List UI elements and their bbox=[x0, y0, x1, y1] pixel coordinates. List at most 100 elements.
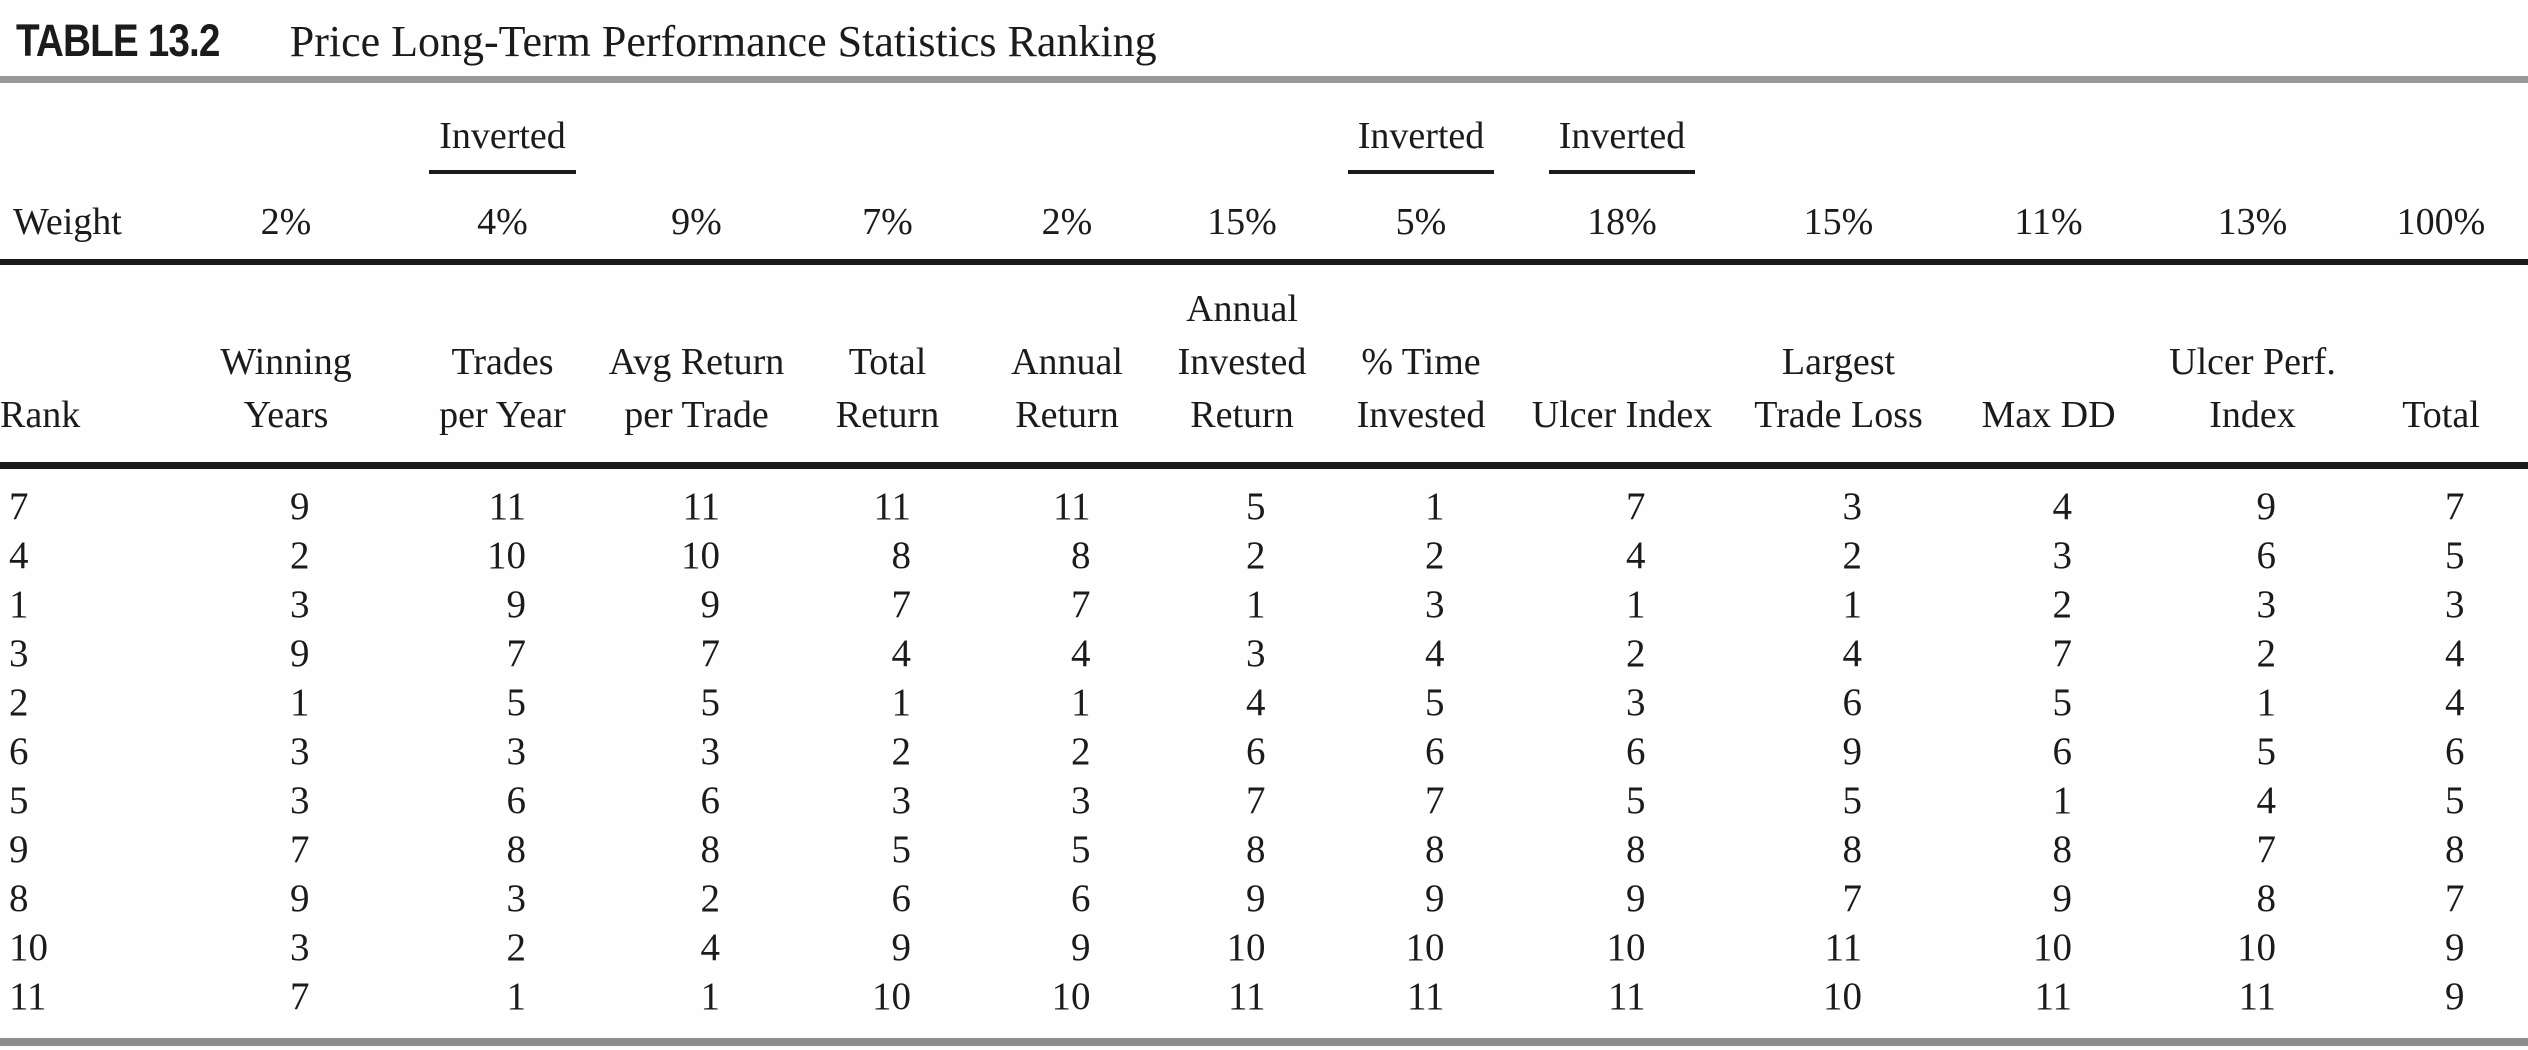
value-cell: 3 bbox=[164, 923, 408, 972]
rank-cell: 4 bbox=[9, 534, 29, 577]
value-cell: 10 bbox=[979, 972, 1155, 1021]
weight-cell: 2% bbox=[164, 174, 408, 265]
value-cell: 7 bbox=[1731, 874, 1946, 923]
value-cell: 1 bbox=[1513, 580, 1731, 629]
value-cell: 6 bbox=[2151, 531, 2354, 580]
column-header: Trades per Year bbox=[408, 262, 597, 469]
value-cell: 11 bbox=[1946, 972, 2151, 1021]
value-cell: 7 bbox=[1946, 629, 2151, 678]
value-cell: 5 bbox=[408, 678, 597, 727]
value-cell: 5 bbox=[597, 678, 796, 727]
cell-value: 1 bbox=[1246, 583, 1266, 626]
value-cell: 3 bbox=[164, 727, 408, 776]
column-header: Max DD bbox=[1946, 262, 2151, 469]
value-cell: 9 bbox=[164, 466, 408, 532]
cell-value: 10 bbox=[1051, 975, 1091, 1018]
value-cell: 2 bbox=[597, 874, 796, 923]
cell-value: 1 bbox=[2256, 681, 2277, 724]
cell-value: 8 bbox=[1425, 828, 1445, 871]
inverted-cell: Inverted bbox=[1513, 88, 1731, 174]
cell-value: 3 bbox=[290, 779, 310, 822]
cell-value: 7 bbox=[1425, 779, 1445, 822]
inverted-label: Inverted bbox=[429, 116, 576, 174]
inverted-cell bbox=[1946, 88, 2151, 174]
value-cell: 6 bbox=[1513, 727, 1731, 776]
cell-value: 1 bbox=[891, 681, 912, 724]
value-cell: 1 bbox=[164, 678, 408, 727]
value-cell: 5 bbox=[2354, 776, 2528, 825]
column-header: Avg Return per Trade bbox=[597, 262, 796, 469]
value-cell: 8 bbox=[796, 531, 979, 580]
cell-value: 7 bbox=[1246, 779, 1266, 822]
value-cell: 8 bbox=[2151, 874, 2354, 923]
value-cell: 10 bbox=[1731, 972, 1946, 1021]
inverted-cell bbox=[2151, 88, 2354, 174]
cell-value: 8 bbox=[1626, 828, 1646, 871]
value-cell: 9 bbox=[597, 580, 796, 629]
ranking-table: Inverted Inverted Inverted Weight 2% 4% 9% 7% 2… bbox=[0, 88, 2528, 1021]
value-cell: 4 bbox=[2354, 678, 2528, 727]
rank-cell: 5 bbox=[9, 779, 29, 822]
cell-value: 11 bbox=[2034, 975, 2072, 1018]
table-row: 10 3 2 4 9 9 10 10 10 11 10 10 9 bbox=[0, 923, 2528, 972]
value-cell: 9 bbox=[408, 580, 597, 629]
value-cell: 8 bbox=[597, 825, 796, 874]
value-cell: 3 bbox=[2151, 580, 2354, 629]
cell-value: 11 bbox=[1607, 975, 1646, 1018]
value-cell: 6 bbox=[408, 776, 597, 825]
value-cell: 10 bbox=[408, 531, 597, 580]
cell-value: 3 bbox=[506, 877, 527, 920]
value-cell: 1 bbox=[979, 678, 1155, 727]
weight-cell: 13% bbox=[2151, 174, 2354, 265]
cell-value: 7 bbox=[2256, 828, 2277, 871]
value-cell: 1 bbox=[1329, 466, 1513, 532]
value-cell: 5 bbox=[2151, 727, 2354, 776]
rank-cell: 8 bbox=[9, 877, 29, 920]
cell-value: 5 bbox=[2052, 681, 2073, 724]
weight-cell: 9% bbox=[597, 174, 796, 265]
cell-value: 5 bbox=[506, 681, 527, 724]
weight-cell: 15% bbox=[1731, 174, 1946, 265]
value-cell: 1 bbox=[408, 972, 597, 1021]
cell-value: 1 bbox=[2052, 779, 2073, 822]
value-cell: 8 bbox=[1155, 825, 1329, 874]
cell-value: 6 bbox=[1842, 681, 1863, 724]
rank-cell: 11 bbox=[9, 975, 47, 1018]
header-row: Rank Winning Years Trades per Year Avg Retu… bbox=[0, 262, 2528, 469]
value-cell: 1 bbox=[796, 678, 979, 727]
value-cell: 2 bbox=[1731, 531, 1946, 580]
value-cell: 11 bbox=[408, 466, 597, 532]
rank-cell: 6 bbox=[9, 730, 29, 773]
inverted-label: Inverted bbox=[1347, 116, 1495, 174]
cell-value: 4 bbox=[1842, 632, 1863, 675]
cell-value: 9 bbox=[2052, 877, 2073, 920]
value-cell: 6 bbox=[1731, 678, 1946, 727]
cell-value: 10 bbox=[2237, 926, 2276, 969]
value-cell: 7 bbox=[979, 580, 1155, 629]
cell-value: 11 bbox=[1406, 975, 1445, 1018]
cell-value: 8 bbox=[1071, 534, 1091, 577]
value-cell: 9 bbox=[1329, 874, 1513, 923]
value-cell: 5 bbox=[979, 825, 1155, 874]
value-cell: 9 bbox=[164, 874, 408, 923]
cell-value: 4 bbox=[1626, 534, 1646, 577]
value-cell: 7 bbox=[1329, 776, 1513, 825]
cell-value: 3 bbox=[700, 730, 721, 773]
cell-value: 4 bbox=[2445, 632, 2465, 675]
cell-value: 5 bbox=[1246, 485, 1266, 528]
value-cell: 6 bbox=[1946, 727, 2151, 776]
cell-value: 5 bbox=[1626, 779, 1646, 822]
cell-value: 8 bbox=[2052, 828, 2073, 871]
cell-value: 11 bbox=[1052, 485, 1091, 528]
value-cell: 7 bbox=[2354, 874, 2528, 923]
cell-value: 5 bbox=[2445, 779, 2465, 822]
value-cell: 11 bbox=[1155, 972, 1329, 1021]
table-row: 8 9 3 2 6 6 9 9 9 7 9 8 7 bbox=[0, 874, 2528, 923]
column-header: Annual Invested Return bbox=[1155, 262, 1329, 469]
cell-value: 9 bbox=[2445, 975, 2465, 1018]
column-header: Total Return bbox=[796, 262, 979, 469]
inverted-cell: Inverted bbox=[1329, 88, 1513, 174]
inverted-cell bbox=[979, 88, 1155, 174]
value-cell: 5 bbox=[1946, 678, 2151, 727]
value-cell: 8 bbox=[1513, 825, 1731, 874]
